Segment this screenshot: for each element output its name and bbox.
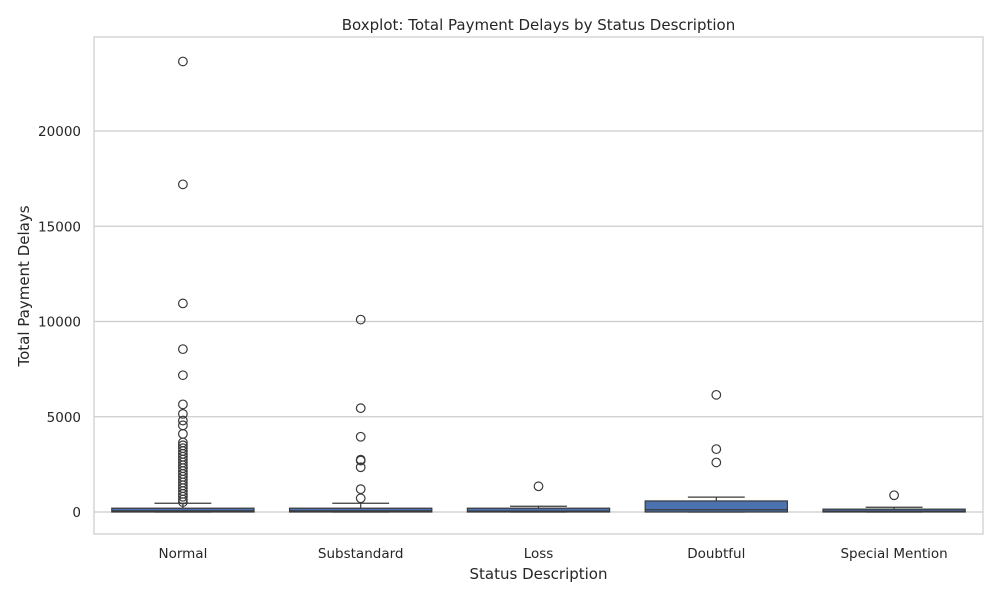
y-tick-label: 20000 <box>38 124 81 140</box>
boxes-layer <box>111 56 966 513</box>
outlier-point <box>177 491 188 502</box>
y-tick-labels: 0 5000 10000 15000 20000 <box>38 124 81 521</box>
outlier-point <box>177 298 188 309</box>
x-axis-label: Status Description <box>470 565 608 583</box>
x-tick-label: Doubtful <box>687 546 745 562</box>
outlier-point <box>177 399 188 410</box>
outlier-point <box>177 179 188 190</box>
x-tick-label: Normal <box>158 546 207 562</box>
box-iqr <box>644 500 789 513</box>
outlier-point <box>177 408 188 419</box>
box-group <box>822 490 966 513</box>
outlier-point <box>355 314 366 325</box>
outlier-point <box>177 494 188 505</box>
plot-area <box>93 36 984 535</box>
x-tick-label: Substandard <box>318 546 404 562</box>
box-iqr <box>111 507 255 513</box>
outlier-point <box>355 403 366 414</box>
y-tick-label: 15000 <box>38 219 81 235</box>
box-group <box>466 481 611 513</box>
x-tick-label: Loss <box>524 546 554 562</box>
outlier-point <box>355 493 366 504</box>
outlier-point <box>177 370 188 381</box>
y-tick-label: 5000 <box>47 410 81 426</box>
outlier-point <box>177 344 188 355</box>
box-iqr <box>288 507 433 513</box>
outlier-point <box>177 56 188 67</box>
outlier-point <box>889 490 899 501</box>
box-group <box>644 389 789 513</box>
outlier-point <box>177 415 188 426</box>
y-tick-label: 0 <box>72 505 81 521</box>
chart-title: Boxplot: Total Payment Delays by Status … <box>342 16 735 34</box>
y-tick-label: 10000 <box>38 315 81 331</box>
outlier-point <box>711 389 722 400</box>
box-iqr <box>466 507 611 513</box>
outlier-point <box>177 497 188 507</box>
box-group <box>288 314 433 513</box>
x-tick-label: Special Mention <box>840 546 947 562</box>
outlier-point <box>355 462 366 473</box>
outlier-point <box>355 455 366 466</box>
outlier-point <box>711 444 722 455</box>
outlier-point <box>533 481 544 492</box>
x-tick-labels: Normal Substandard Loss Doubtful Special Men… <box>158 546 947 562</box>
box-group <box>111 56 255 513</box>
box-iqr <box>822 508 966 513</box>
outlier-point <box>711 457 722 468</box>
y-axis-label: Total Payment Delays <box>15 205 33 367</box>
outlier-point <box>355 431 366 442</box>
